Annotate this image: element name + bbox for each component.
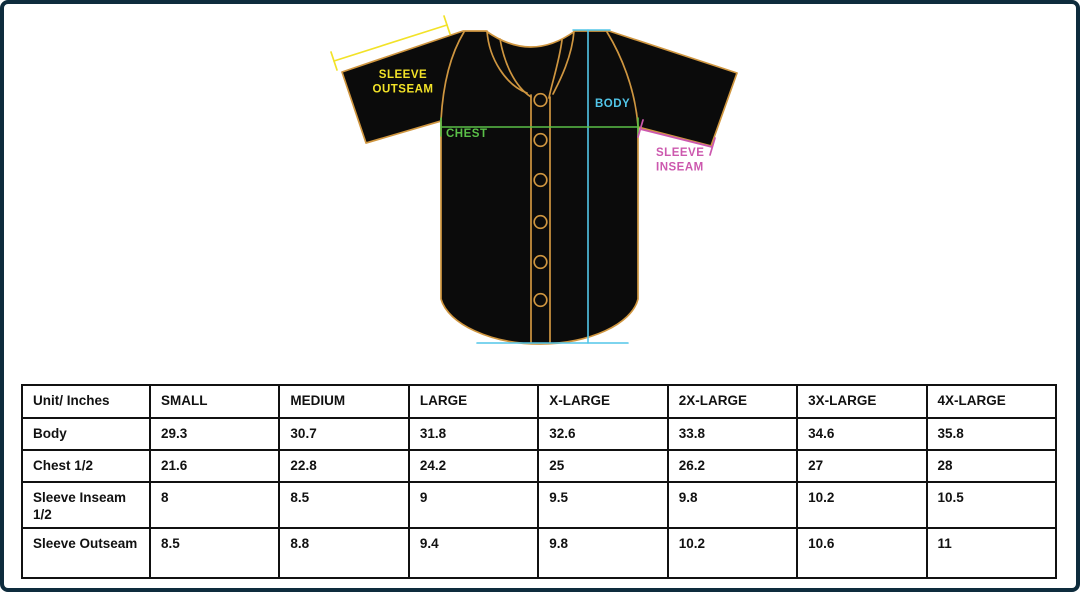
- table-row-sleeve-inseam: Sleeve Inseam 1/2 8 8.5 9 9.5 9.8 10.2 1…: [21, 481, 1058, 529]
- row-label-cell: Sleeve Outseam: [21, 527, 151, 579]
- jersey-right-sleeve-seam: [606, 31, 639, 127]
- value-cell: 10.2: [796, 481, 928, 529]
- jersey-button: [533, 92, 548, 108]
- size-header-cell: SMALL: [148, 384, 281, 419]
- body-label: BODY: [595, 98, 630, 110]
- value-cell: 22.8: [278, 449, 410, 483]
- unit-header-cell: Unit/ Inches: [21, 384, 151, 419]
- sleeve-inseam-label: SLEEVE INSEAM: [656, 147, 704, 174]
- value-cell: 10.2: [666, 527, 799, 579]
- jersey-button: [533, 292, 548, 308]
- jersey-button: [533, 132, 548, 148]
- jersey-silhouette: [341, 30, 738, 345]
- table-row-sleeve-outseam: Sleeve Outseam 8.5 8.8 9.4 9.8 10.2 10.6…: [21, 527, 1058, 579]
- svg-text:OUTSEAM: OUTSEAM: [373, 84, 434, 96]
- value-cell: 8.8: [278, 527, 410, 579]
- jersey-left-sleeve-seam: [440, 31, 465, 121]
- size-header-cell: LARGE: [407, 384, 540, 419]
- jersey-collar-outer-right: [552, 30, 575, 95]
- size-header-cell: 3X-LARGE: [796, 384, 928, 419]
- size-header-cell: X-LARGE: [537, 384, 669, 419]
- chest-label: CHEST: [446, 128, 487, 140]
- jersey-collar-inner-right: [548, 39, 563, 99]
- size-header-cell: 2X-LARGE: [666, 384, 799, 419]
- row-label-cell: Chest 1/2: [21, 449, 151, 483]
- value-cell: 9.5: [537, 481, 669, 529]
- value-cell: 24.2: [407, 449, 540, 483]
- jersey-button: [533, 172, 548, 188]
- value-cell: 35.8: [925, 417, 1058, 451]
- value-cell: 10.5: [925, 481, 1058, 529]
- row-label-cell: Body: [21, 417, 151, 451]
- value-cell: 8.5: [278, 481, 410, 529]
- table-row-chest: Chest 1/2 21.6 22.8 24.2 25 26.2 27 28: [21, 449, 1058, 483]
- value-cell: 9.8: [666, 481, 799, 529]
- jersey-collar-outer-left: [486, 30, 528, 94]
- jersey-measurement-diagram: SLEEVE OUTSEAM BODY CHEST SLEEVE INSEAM: [330, 15, 738, 345]
- value-cell: 10.6: [796, 527, 928, 579]
- value-cell: 9.8: [537, 527, 669, 579]
- svg-text:SLEEVE: SLEEVE: [379, 69, 427, 81]
- size-header-cell: MEDIUM: [278, 384, 410, 419]
- value-cell: 34.6: [796, 417, 928, 451]
- jersey-button: [533, 214, 548, 230]
- body-measure-line: [476, 29, 629, 344]
- value-cell: 25: [537, 449, 669, 483]
- jersey-outline: [341, 30, 738, 345]
- jersey-button: [533, 254, 548, 270]
- svg-text:BODY: BODY: [595, 98, 630, 110]
- svg-text:CHEST: CHEST: [446, 128, 487, 140]
- size-table: Unit/ Inches SMALL MEDIUM LARGE X-LARGE …: [21, 384, 1058, 579]
- sleeve-inseam-measure-line: [637, 119, 716, 156]
- sleeve-outseam-label: SLEEVE OUTSEAM: [373, 69, 434, 96]
- value-cell: 8.5: [148, 527, 281, 579]
- value-cell: 31.8: [407, 417, 540, 451]
- svg-text:INSEAM: INSEAM: [656, 162, 704, 174]
- jersey-collar-inner-left: [499, 38, 532, 98]
- size-table-header-row: Unit/ Inches SMALL MEDIUM LARGE X-LARGE …: [21, 384, 1058, 419]
- sleeve-outseam-measure-line: [330, 15, 451, 71]
- value-cell: 29.3: [148, 417, 281, 451]
- value-cell: 33.8: [666, 417, 799, 451]
- value-cell: 9: [407, 481, 540, 529]
- chest-measure-line: [440, 117, 639, 137]
- size-header-cell: 4X-LARGE: [925, 384, 1058, 419]
- value-cell: 21.6: [148, 449, 281, 483]
- value-cell: 32.6: [537, 417, 669, 451]
- value-cell: 27: [796, 449, 928, 483]
- table-row-body: Body 29.3 30.7 31.8 32.6 33.8 34.6 35.8: [21, 417, 1058, 451]
- value-cell: 30.7: [278, 417, 410, 451]
- row-label-cell: Sleeve Inseam 1/2: [21, 481, 151, 529]
- svg-text:SLEEVE: SLEEVE: [656, 147, 704, 159]
- value-cell: 9.4: [407, 527, 540, 579]
- value-cell: 26.2: [666, 449, 799, 483]
- value-cell: 8: [148, 481, 281, 529]
- value-cell: 11: [925, 527, 1058, 579]
- value-cell: 28: [925, 449, 1058, 483]
